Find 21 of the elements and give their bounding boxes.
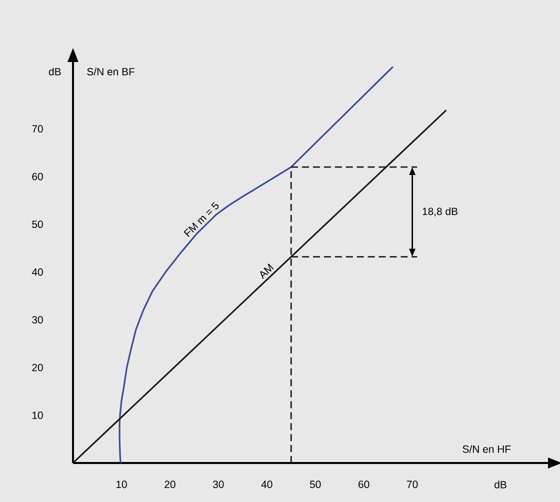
- annotation: 18,8 dB: [422, 207, 458, 216]
- x-tick-label: 40: [261, 480, 272, 488]
- y-tick-label: 60: [32, 172, 43, 180]
- x-tick-label: 20: [164, 480, 176, 488]
- y-tick-label: 10: [32, 412, 43, 419]
- x-tick-label: 60: [358, 480, 370, 488]
- text: dB: [48, 68, 61, 76]
- y-tick-label: 50: [32, 220, 43, 228]
- x-tick-label: 30: [212, 480, 224, 488]
- y-axis-title: S/N en BF: [87, 68, 135, 76]
- text: dB: [494, 480, 506, 488]
- x-tick-label: 70: [407, 480, 418, 488]
- text: AM: [260, 264, 274, 280]
- x-axis-title: S/N en HF: [462, 445, 511, 453]
- x-tick-label: 50: [310, 480, 321, 488]
- y-tick-label: 30: [32, 316, 43, 324]
- x-tick-label: 10: [116, 480, 127, 488]
- text: FM m = 5: [184, 202, 219, 237]
- y-tick-label: 70: [32, 125, 43, 133]
- y-tick-label: 40: [32, 268, 43, 276]
- y-tick-label: 20: [32, 364, 43, 372]
